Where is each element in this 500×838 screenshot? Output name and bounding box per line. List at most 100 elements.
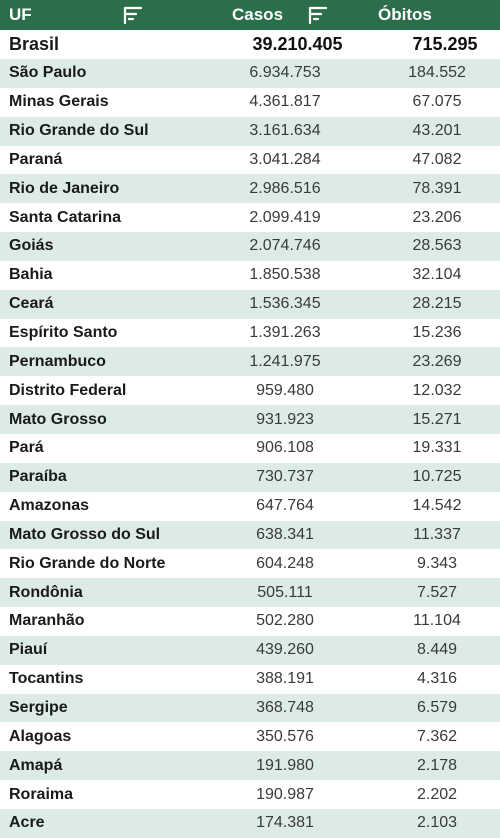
cell-casos: 4.361.817	[249, 93, 321, 111]
total-obitos: 715.295	[412, 34, 478, 54]
cell-obitos: 7.527	[416, 583, 458, 601]
cell-casos: 439.260	[256, 641, 314, 659]
cell-obitos: 67.075	[412, 93, 462, 111]
table-row: Distrito Federal 959.480 12.032	[0, 376, 500, 406]
cell-obitos: 11.337	[413, 525, 461, 543]
table-row: Amapá 191.980 2.178	[0, 751, 500, 781]
cell-uf: Minas Gerais	[9, 93, 109, 111]
cell-uf: Ceará	[9, 295, 54, 313]
table-row: São Paulo 6.934.753 184.552	[0, 59, 500, 88]
cell-uf: Distrito Federal	[9, 381, 127, 399]
cell-obitos: 15.236	[412, 324, 462, 342]
table-row: Tocantins 388.191 4.316	[0, 664, 500, 694]
cell-casos: 959.480	[256, 381, 314, 399]
column-header-obitos: Óbitos	[330, 0, 500, 30]
table-row: Piauí 439.260 8.449	[0, 635, 500, 665]
cell-uf: Maranhão	[9, 612, 85, 630]
table-row: Goiás 2.074.746 28.563	[0, 232, 500, 261]
column-header-obitos-label: Óbitos	[378, 5, 432, 24]
table-row: Alagoas 350.576 7.362	[0, 722, 500, 752]
cell-casos: 388.191	[256, 670, 314, 688]
cell-uf: Goiás	[9, 237, 54, 255]
cell-obitos: 47.082	[412, 150, 462, 168]
cell-obitos: 2.202	[416, 785, 458, 803]
table-row: Rio Grande do Sul 3.161.634 43.201	[0, 116, 500, 146]
cell-obitos: 43.201	[412, 122, 462, 140]
cell-casos: 502.280	[256, 612, 314, 630]
cell-casos: 647.764	[256, 497, 314, 515]
cell-obitos: 4.316	[416, 670, 458, 688]
cell-obitos: 10.725	[412, 468, 462, 486]
column-header-casos: Casos	[145, 0, 330, 30]
cell-obitos: 19.331	[412, 439, 462, 457]
cell-obitos: 28.215	[412, 295, 462, 313]
table-row: Pará 906.108 19.331	[0, 433, 500, 463]
cell-casos: 368.748	[256, 698, 314, 716]
cell-obitos: 78.391	[412, 179, 462, 197]
table-body: São Paulo 6.934.753 184.552 Minas Gerais 4.3…	[0, 59, 500, 838]
table-header: UF Casos Óbitos	[0, 0, 500, 30]
cell-casos: 190.987	[256, 785, 314, 803]
cell-uf: Sergipe	[9, 698, 68, 716]
cell-uf: Espírito Santo	[9, 324, 118, 342]
cell-obitos: 14.542	[412, 497, 462, 515]
cell-uf: Amazonas	[9, 497, 90, 515]
table-row: Rondônia 505.111 7.527	[0, 578, 500, 608]
cell-casos: 174.381	[256, 814, 314, 832]
filter-icon[interactable]	[121, 4, 145, 26]
table-row: Pernambuco 1.241.975 23.269	[0, 347, 500, 377]
cell-casos: 1.850.538	[249, 266, 321, 284]
cell-uf: São Paulo	[9, 64, 87, 82]
table-row: Roraima 190.987 2.202	[0, 780, 500, 809]
cell-casos: 1.241.975	[249, 352, 321, 370]
cell-uf: Pernambuco	[9, 352, 106, 370]
table-row: Bahia 1.850.538 32.104	[0, 260, 500, 290]
cell-obitos: 2.178	[416, 756, 458, 774]
cell-obitos: 7.362	[416, 727, 458, 745]
table-row: Minas Gerais 4.361.817 67.075	[0, 87, 500, 117]
cell-obitos: 11.104	[413, 612, 461, 630]
table-row: Paraná 3.041.284 47.082	[0, 145, 500, 175]
table-row: Rio Grande do Norte 604.248 9.343	[0, 549, 500, 579]
cell-uf: Acre	[9, 814, 45, 832]
cell-obitos: 28.563	[412, 237, 462, 255]
table-row: Acre 174.381 2.103	[0, 808, 500, 838]
cell-casos: 1.391.263	[249, 324, 321, 342]
table-row: Rio de Janeiro 2.986.516 78.391	[0, 174, 500, 204]
cell-casos: 3.041.284	[249, 150, 321, 168]
cell-casos: 604.248	[256, 554, 314, 572]
column-header-uf-label: UF	[9, 5, 32, 24]
cell-casos: 2.074.746	[249, 237, 321, 255]
cell-uf: Santa Catarina	[9, 208, 122, 226]
cell-casos: 6.934.753	[249, 64, 321, 82]
cell-obitos: 2.103	[416, 814, 458, 832]
cell-uf: Alagoas	[9, 727, 72, 745]
cell-casos: 2.986.516	[249, 179, 321, 197]
cell-uf: Rio Grande do Sul	[9, 122, 149, 140]
cell-uf: Paraná	[9, 150, 63, 168]
table-row: Maranhão 502.280 11.104	[0, 607, 500, 636]
table-row: Ceará 1.536.345 28.215	[0, 289, 500, 319]
cell-casos: 638.341	[256, 525, 314, 543]
cell-casos: 906.108	[256, 439, 314, 457]
cell-obitos: 6.579	[416, 698, 458, 716]
table-row: Amazonas 647.764 14.542	[0, 491, 500, 521]
cell-casos: 3.161.634	[249, 122, 321, 140]
cell-obitos: 8.449	[416, 641, 458, 659]
cell-uf: Tocantins	[9, 670, 84, 688]
cell-casos: 2.099.419	[249, 208, 321, 226]
table-row: Espírito Santo 1.391.263 15.236	[0, 318, 500, 348]
cell-uf: Amapá	[9, 756, 63, 774]
column-header-casos-label: Casos	[232, 5, 284, 24]
cell-uf: Mato Grosso	[9, 410, 107, 428]
cell-uf: Piauí	[9, 641, 48, 659]
cell-obitos: 12.032	[412, 381, 462, 399]
filter-icon[interactable]	[306, 4, 330, 26]
cell-obitos: 184.552	[408, 64, 466, 82]
table-row: Mato Grosso do Sul 638.341 11.337	[0, 520, 500, 550]
cell-uf: Paraíba	[9, 468, 67, 486]
total-casos: 39.210.405	[252, 34, 343, 54]
cell-uf: Rondônia	[9, 583, 83, 601]
cell-casos: 505.111	[257, 583, 313, 601]
